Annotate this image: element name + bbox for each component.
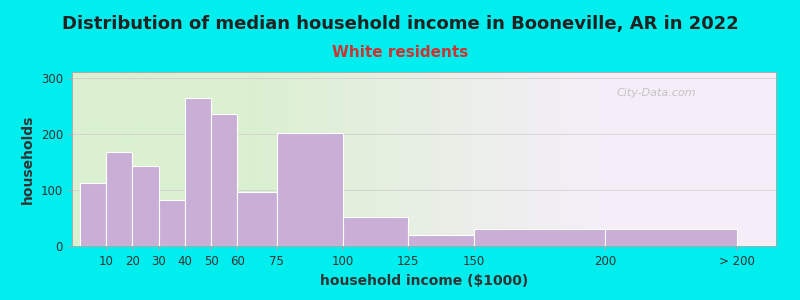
Bar <box>185 98 211 246</box>
Bar <box>133 166 158 246</box>
Bar <box>211 114 238 246</box>
X-axis label: household income ($1000): household income ($1000) <box>320 274 528 288</box>
Bar <box>342 217 408 246</box>
Bar <box>238 192 277 246</box>
Bar <box>158 200 185 246</box>
Bar <box>408 235 474 246</box>
Bar <box>606 229 737 246</box>
Y-axis label: households: households <box>21 114 35 204</box>
Bar <box>474 229 606 246</box>
Bar <box>106 152 133 246</box>
Bar <box>80 183 106 246</box>
Text: Distribution of median household income in Booneville, AR in 2022: Distribution of median household income … <box>62 15 738 33</box>
Text: White residents: White residents <box>332 45 468 60</box>
Text: City-Data.com: City-Data.com <box>617 88 696 98</box>
Bar <box>277 133 342 246</box>
